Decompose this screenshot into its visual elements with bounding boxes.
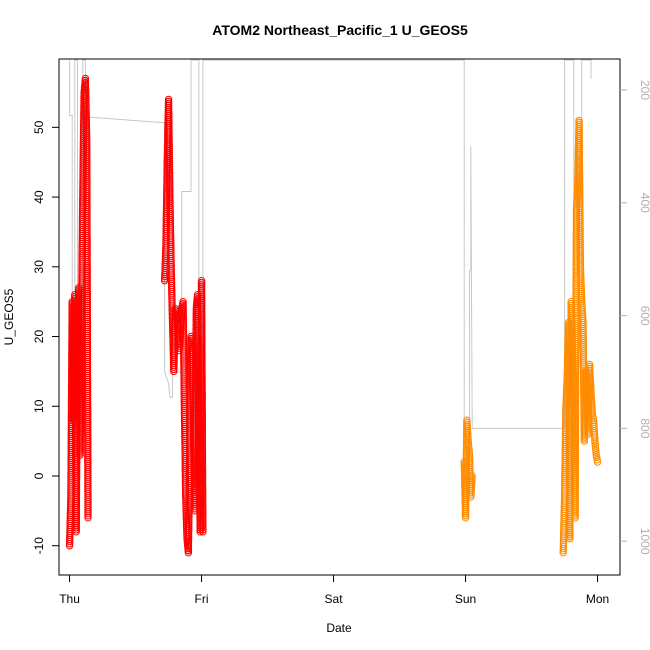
data-point	[199, 524, 207, 532]
data-point	[84, 510, 92, 518]
right-tick-label: 800	[638, 418, 650, 438]
plot-frame	[58, 58, 621, 576]
y-axis-label: U_GEOS5	[2, 288, 16, 345]
data-point	[464, 442, 473, 450]
y-tick-label: 40	[32, 190, 46, 204]
data-point	[184, 542, 192, 550]
pressure-line	[69, 59, 592, 446]
data-point	[84, 512, 92, 520]
data-point	[591, 437, 599, 445]
right-tick-label: 200	[638, 80, 650, 100]
y-tick-label: 20	[32, 330, 46, 344]
series-layer	[65, 74, 602, 557]
chart-title: ATOM2 Northeast_Pacific_1 U_GEOS5	[212, 22, 468, 38]
data-point	[593, 458, 602, 466]
y-axis: -10 0 10 20 30 40 50	[32, 120, 59, 554]
right-tick-label: 600	[638, 306, 650, 326]
x-tick-label: Sun	[455, 592, 476, 606]
x-tick-label: Fri	[195, 592, 209, 606]
series-red	[65, 74, 207, 557]
data-point	[464, 439, 473, 448]
x-tick-label: Mon	[586, 592, 609, 606]
data-point	[465, 444, 473, 452]
data-point	[591, 444, 600, 452]
x-axis: Thu Fri Sat Sun Mon	[59, 575, 609, 606]
data-point	[468, 476, 476, 484]
right-axis: 200 400 600 800 1000	[620, 80, 650, 555]
data-point	[175, 344, 184, 352]
data-point	[199, 528, 207, 536]
right-tick-label: 1000	[638, 528, 650, 555]
right-tick-label: 400	[638, 193, 650, 213]
series-orange	[460, 116, 602, 557]
y-tick-label: 10	[32, 399, 46, 413]
data-point	[592, 446, 600, 455]
y-tick-label: -10	[32, 537, 46, 555]
data-point	[591, 439, 599, 448]
data-point	[84, 514, 92, 522]
data-point	[464, 437, 472, 445]
pressure-trace	[69, 59, 592, 446]
data-point	[592, 449, 600, 457]
data-point	[175, 342, 184, 350]
data-point	[468, 472, 476, 480]
x-tick-label: Sat	[325, 592, 344, 606]
data-point	[591, 442, 600, 450]
y-tick-label: 0	[32, 472, 46, 479]
x-axis-label: Date	[326, 621, 352, 635]
y-tick-label: 50	[32, 120, 46, 134]
y-tick-label: 30	[32, 260, 46, 274]
data-point	[199, 526, 207, 534]
data-point	[81, 81, 89, 90]
x-tick-label: Thu	[59, 592, 80, 606]
